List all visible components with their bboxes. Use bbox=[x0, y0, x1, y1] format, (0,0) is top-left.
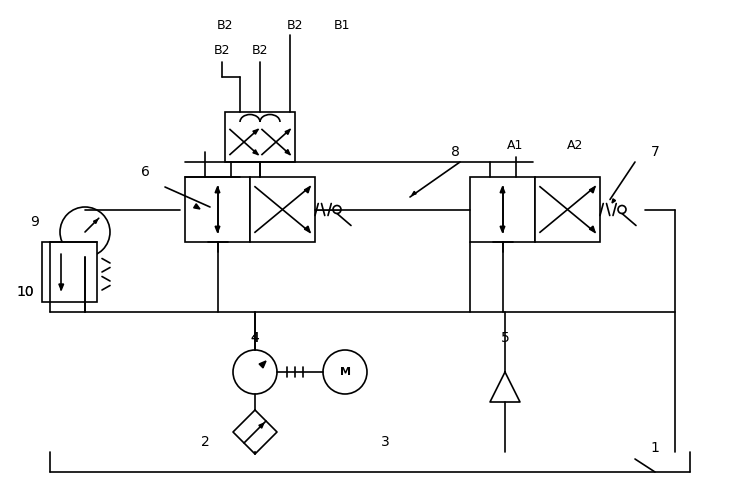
Text: A2: A2 bbox=[567, 139, 584, 152]
Text: B1: B1 bbox=[334, 19, 350, 32]
Polygon shape bbox=[612, 199, 616, 203]
Text: 1: 1 bbox=[650, 441, 659, 455]
Polygon shape bbox=[589, 226, 595, 232]
Polygon shape bbox=[285, 150, 290, 155]
Polygon shape bbox=[589, 187, 595, 193]
Polygon shape bbox=[500, 187, 505, 193]
Polygon shape bbox=[500, 226, 505, 232]
Text: 4: 4 bbox=[250, 331, 259, 345]
Polygon shape bbox=[285, 130, 290, 135]
Bar bbox=[42, 242, 97, 302]
Text: 10: 10 bbox=[16, 285, 34, 299]
Text: M: M bbox=[340, 367, 351, 377]
Text: 6: 6 bbox=[141, 165, 150, 179]
Text: B2: B2 bbox=[214, 44, 230, 57]
Text: 10: 10 bbox=[16, 285, 34, 299]
Text: 5: 5 bbox=[501, 331, 509, 345]
Text: 7: 7 bbox=[650, 145, 659, 159]
Bar bbox=[535, 177, 600, 242]
Polygon shape bbox=[215, 226, 220, 232]
Text: 8: 8 bbox=[451, 145, 459, 159]
Polygon shape bbox=[259, 361, 266, 368]
Polygon shape bbox=[253, 150, 258, 155]
Polygon shape bbox=[253, 130, 258, 134]
Polygon shape bbox=[93, 220, 98, 224]
Text: 2: 2 bbox=[200, 435, 209, 449]
Polygon shape bbox=[259, 423, 264, 428]
Bar bbox=[470, 177, 535, 242]
Bar bbox=[250, 177, 315, 242]
Polygon shape bbox=[305, 226, 310, 232]
Text: 4: 4 bbox=[250, 331, 259, 345]
Polygon shape bbox=[412, 191, 416, 195]
Bar bbox=[185, 177, 250, 242]
Text: 3: 3 bbox=[381, 435, 389, 449]
Polygon shape bbox=[194, 204, 200, 209]
Polygon shape bbox=[305, 187, 310, 193]
Text: B2: B2 bbox=[252, 44, 268, 57]
Text: B2: B2 bbox=[287, 19, 303, 32]
Text: B2: B2 bbox=[217, 19, 233, 32]
Text: A1: A1 bbox=[506, 139, 523, 152]
Polygon shape bbox=[59, 284, 64, 290]
Bar bbox=[225, 112, 295, 162]
Text: 9: 9 bbox=[31, 215, 40, 229]
Polygon shape bbox=[215, 187, 220, 193]
